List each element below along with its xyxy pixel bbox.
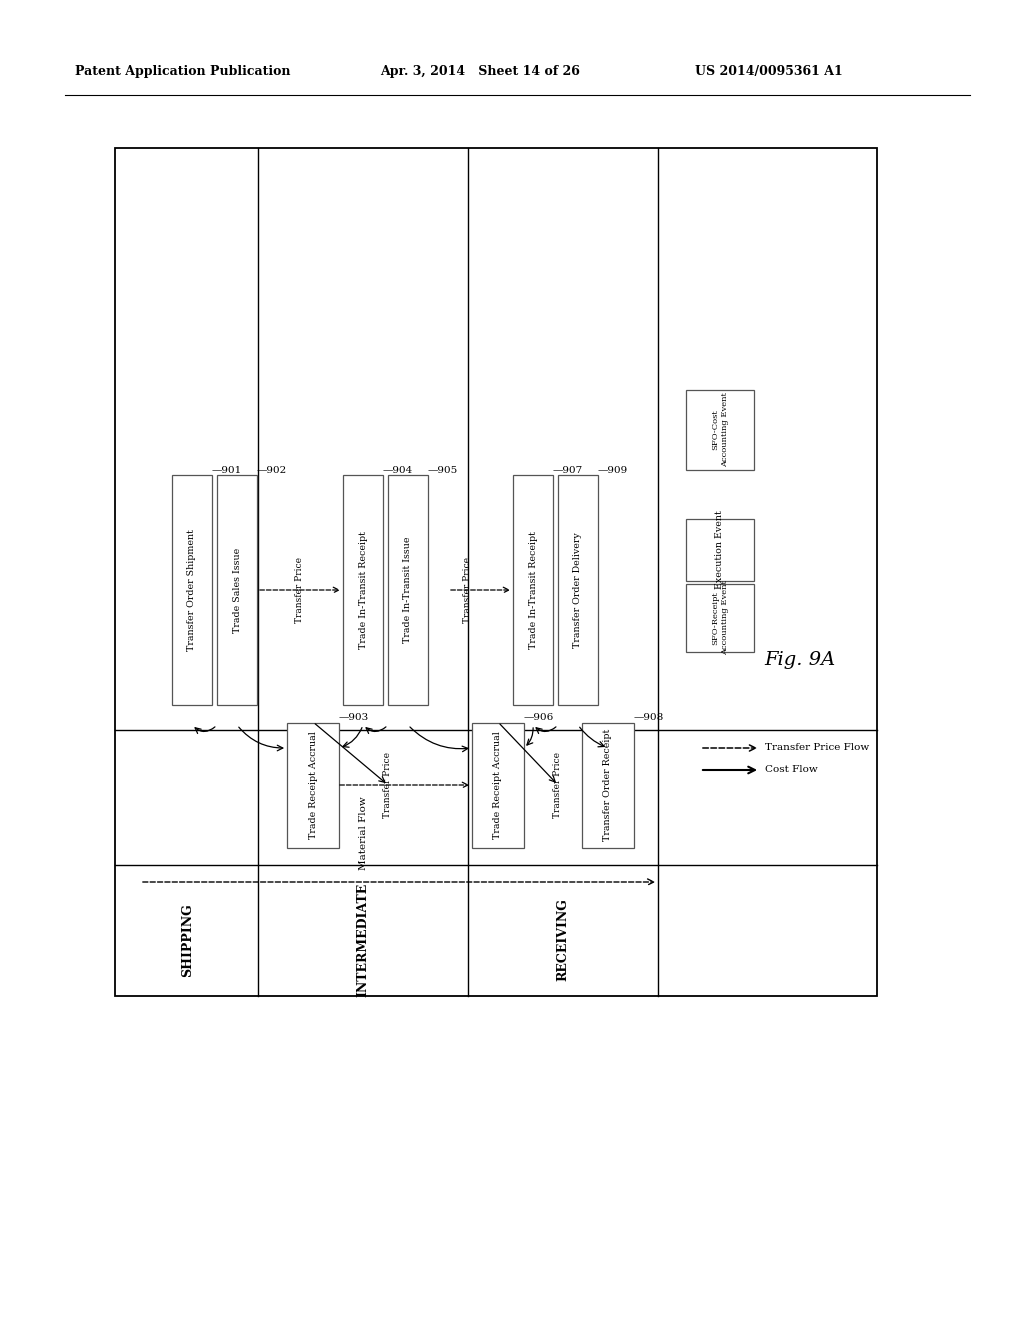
Text: Transfer Price Flow: Transfer Price Flow — [765, 743, 869, 752]
Text: Trade In-Transit Issue: Trade In-Transit Issue — [403, 537, 413, 643]
Text: SHIPPING: SHIPPING — [181, 903, 195, 977]
Bar — [343, 475, 383, 705]
Text: Patent Application Publication: Patent Application Publication — [75, 66, 291, 78]
Text: Transfer Price: Transfer Price — [554, 752, 562, 818]
Bar — [582, 722, 634, 847]
Bar — [115, 148, 877, 997]
Bar — [558, 475, 598, 705]
Text: Apr. 3, 2014   Sheet 14 of 26: Apr. 3, 2014 Sheet 14 of 26 — [380, 66, 580, 78]
Text: —906: —906 — [524, 714, 554, 722]
Text: Execution Event: Execution Event — [716, 511, 725, 589]
Text: Transfer Price: Transfer Price — [464, 557, 472, 623]
Text: —909: —909 — [598, 466, 629, 475]
Text: Transfer Order Delivery: Transfer Order Delivery — [573, 532, 583, 648]
Bar — [172, 475, 212, 705]
Text: —904: —904 — [383, 466, 414, 475]
Text: —902: —902 — [257, 466, 288, 475]
Text: —907: —907 — [553, 466, 584, 475]
Text: Trade In-Transit Receipt: Trade In-Transit Receipt — [528, 531, 538, 649]
Text: Material Flow: Material Flow — [358, 796, 368, 870]
Text: —905: —905 — [428, 466, 459, 475]
Text: Fig. 9A: Fig. 9A — [764, 651, 836, 669]
Bar — [472, 722, 524, 847]
Text: Transfer Price: Transfer Price — [296, 557, 304, 623]
Bar — [686, 519, 754, 581]
Text: SFO-Receipt
Accounting Event: SFO-Receipt Accounting Event — [712, 581, 729, 656]
Text: INTERMEDIATE: INTERMEDIATE — [356, 883, 370, 997]
Text: Transfer Order Receipt: Transfer Order Receipt — [603, 729, 612, 841]
Bar — [686, 389, 754, 470]
Text: —901: —901 — [212, 466, 243, 475]
Text: Trade Sales Issue: Trade Sales Issue — [232, 548, 242, 632]
Text: Transfer Order Shipment: Transfer Order Shipment — [187, 529, 197, 651]
Text: —903: —903 — [339, 714, 370, 722]
Text: Cost Flow: Cost Flow — [765, 766, 818, 775]
Text: Transfer Price: Transfer Price — [384, 752, 392, 818]
Text: SFO-Cost
Accounting Event: SFO-Cost Accounting Event — [712, 392, 729, 467]
Text: Trade Receipt Accrual: Trade Receipt Accrual — [308, 731, 317, 840]
Text: RECEIVING: RECEIVING — [556, 899, 569, 982]
Text: US 2014/0095361 A1: US 2014/0095361 A1 — [695, 66, 843, 78]
Text: —908: —908 — [634, 714, 665, 722]
Bar — [388, 475, 428, 705]
Bar — [513, 475, 553, 705]
Text: Trade In-Transit Receipt: Trade In-Transit Receipt — [358, 531, 368, 649]
Bar — [686, 583, 754, 652]
Text: Trade Receipt Accrual: Trade Receipt Accrual — [494, 731, 503, 840]
Bar — [217, 475, 257, 705]
Bar — [287, 722, 339, 847]
